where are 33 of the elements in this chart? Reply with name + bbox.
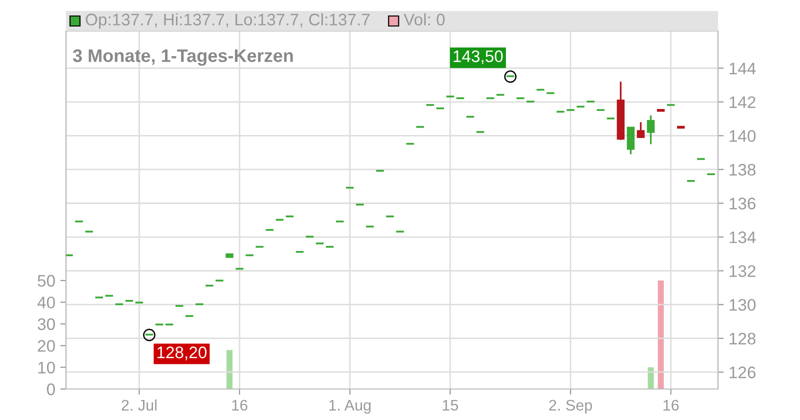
- x-tick-label: 15: [442, 400, 458, 411]
- y-tick-label: 144: [730, 62, 756, 74]
- y-tick-label: 126: [730, 366, 756, 378]
- y-tick-label: 132: [730, 265, 756, 277]
- bar: [226, 350, 233, 389]
- annotation: 143,50: [454, 50, 503, 64]
- y2-tick-label: 10: [38, 362, 55, 374]
- annotation: 128,20: [157, 346, 207, 360]
- y-tick-label: 130: [730, 298, 756, 311]
- y2-tick-label: 20: [38, 340, 55, 352]
- y2-tick-label: 40: [37, 296, 55, 308]
- y-tick-label: 134: [730, 231, 756, 244]
- x-tick-label: 1. Aug: [329, 400, 371, 414]
- y2-tick-label: 0: [46, 383, 55, 396]
- y-tick-label: 128: [730, 332, 756, 345]
- y-tick-label: 136: [730, 198, 756, 210]
- y-tick-label: 140: [730, 130, 756, 142]
- x-tick-label: 2. Jul: [122, 399, 156, 411]
- x-tick-label: 2. Sep: [549, 400, 592, 414]
- text: 3 Monate, 1-Tages-Kerzen: [72, 49, 293, 66]
- y2-tick-label: 50: [38, 274, 55, 287]
- y-tick-label: 138: [730, 164, 756, 176]
- x-tick-label: 16: [664, 400, 679, 411]
- legend-label: Op:137.7, Hi:137.7, Lo:137.7, Cl:137.7: [86, 13, 370, 29]
- candlestick: [646, 114, 655, 145]
- y2-tick-label: 30: [38, 318, 55, 330]
- legend-label: Vol: 0: [404, 13, 445, 26]
- candlestick: [636, 121, 645, 138]
- bar: [658, 280, 664, 389]
- x-tick-label: 16: [232, 400, 248, 411]
- y-tick-label: 142: [730, 96, 756, 108]
- candlestick: [626, 126, 635, 156]
- bar: [648, 367, 654, 389]
